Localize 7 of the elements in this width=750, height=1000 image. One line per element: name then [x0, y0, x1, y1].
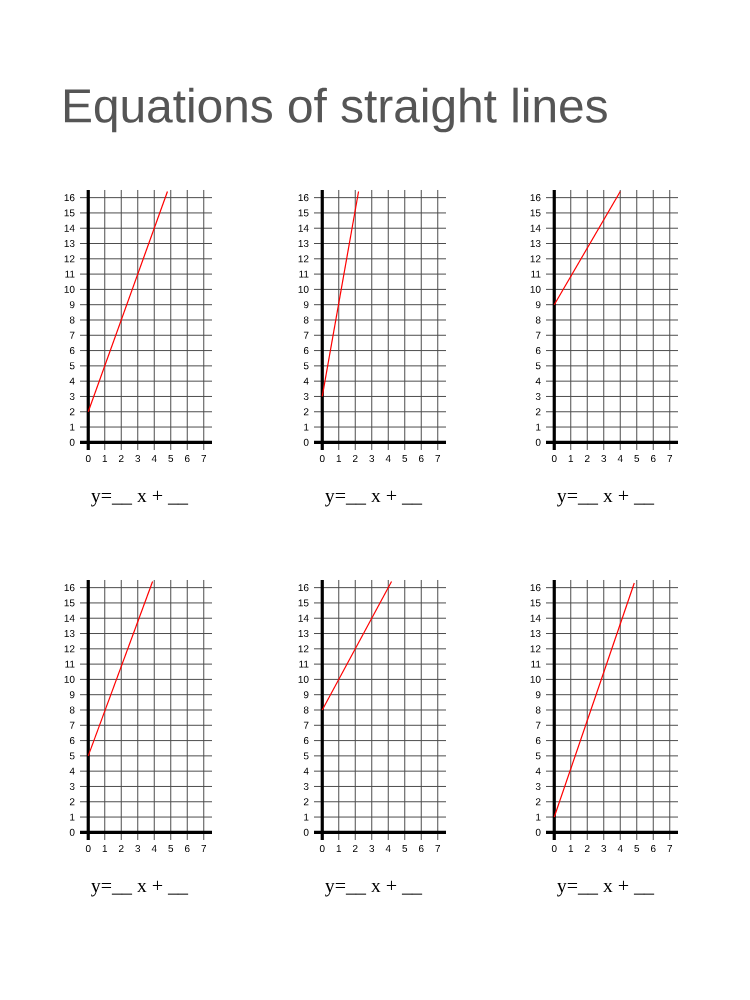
text: Equations of straight lines	[64, 87, 607, 133]
text: y=__ x + __	[557, 880, 655, 897]
text: y=__ x + __	[325, 490, 423, 507]
text: y=__ x + __	[91, 490, 189, 507]
text: y=__ x + __	[91, 880, 189, 897]
text: y=__ x + __	[557, 490, 655, 507]
text: y=__ x + __	[325, 880, 423, 897]
